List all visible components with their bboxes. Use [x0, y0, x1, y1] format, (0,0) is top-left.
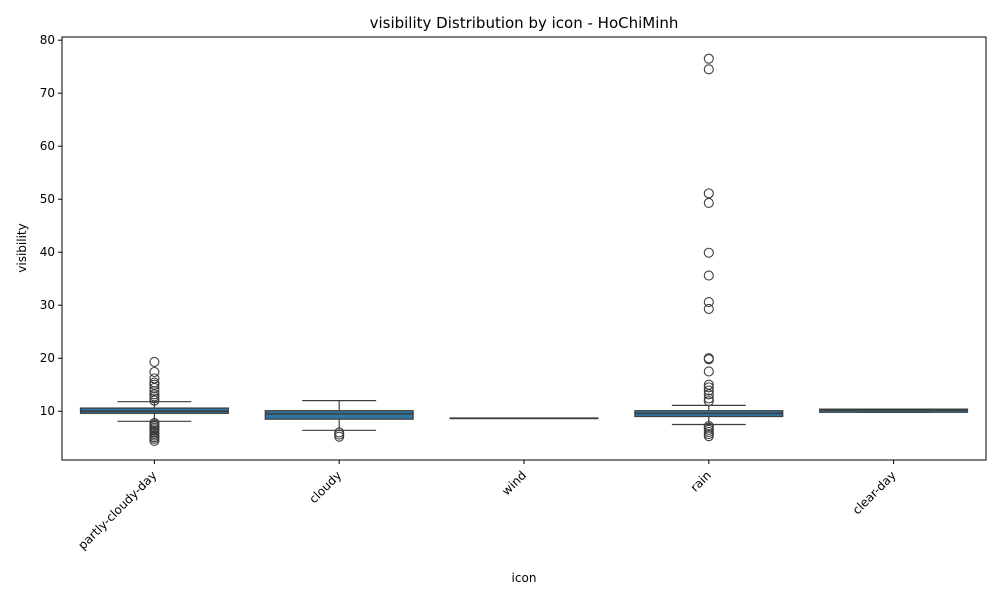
y-tick-label: 30	[40, 298, 55, 312]
outlier-point	[703, 393, 714, 404]
outlier-point	[703, 379, 714, 390]
box-group	[819, 408, 969, 413]
y-tick-label: 40	[40, 245, 55, 259]
x-tick-label: wind	[499, 468, 529, 498]
outlier-point	[703, 421, 714, 432]
outlier-point	[703, 303, 714, 314]
y-tick-label: 20	[40, 351, 55, 365]
x-tick-label: rain	[688, 468, 714, 494]
x-axis-label: icon	[512, 571, 537, 585]
outlier-point	[703, 270, 714, 281]
outlier-point	[334, 427, 345, 438]
outlier-point	[703, 366, 714, 377]
outlier-point	[334, 429, 345, 440]
outlier-point	[149, 417, 160, 428]
x-tick-label: cloudy	[306, 468, 344, 506]
y-tick-label: 80	[40, 33, 55, 47]
y-tick-label: 50	[40, 192, 55, 206]
outlier-point	[703, 197, 714, 208]
outlier-point	[703, 385, 714, 396]
y-tick-label: 10	[40, 404, 55, 418]
box-plot-series	[79, 53, 969, 446]
box-group	[264, 400, 414, 442]
box-group	[449, 417, 599, 420]
outlier-point	[149, 366, 160, 378]
outlier-point	[703, 382, 714, 393]
x-tick-label: partly-cloudy-day	[75, 468, 159, 552]
y-axis-label: visibility	[15, 223, 29, 272]
x-axis: partly-cloudy-day cloudy wind rain clear-day	[75, 460, 899, 552]
outlier-point	[703, 53, 714, 64]
box-group	[634, 53, 784, 442]
outlier-point	[703, 247, 714, 258]
outlier-point	[149, 356, 160, 367]
outlier-point	[703, 353, 714, 364]
box-group	[79, 356, 229, 446]
box-iqr	[264, 410, 414, 420]
outlier-point	[703, 396, 714, 407]
outlier-point	[703, 296, 714, 308]
outlier-point	[149, 377, 160, 388]
outlier-point	[149, 373, 160, 384]
y-tick-label: 60	[40, 139, 55, 153]
chart-title: visibility Distribution by icon - HoChiM…	[370, 14, 679, 32]
y-tick-label: 70	[40, 86, 55, 100]
outlier-point	[703, 188, 714, 199]
outlier-point	[703, 64, 714, 75]
x-tick-label: clear-day	[850, 468, 899, 517]
plot-area	[61, 36, 987, 461]
y-axis: 10 20 30 40 50 60 70 80	[40, 33, 62, 418]
